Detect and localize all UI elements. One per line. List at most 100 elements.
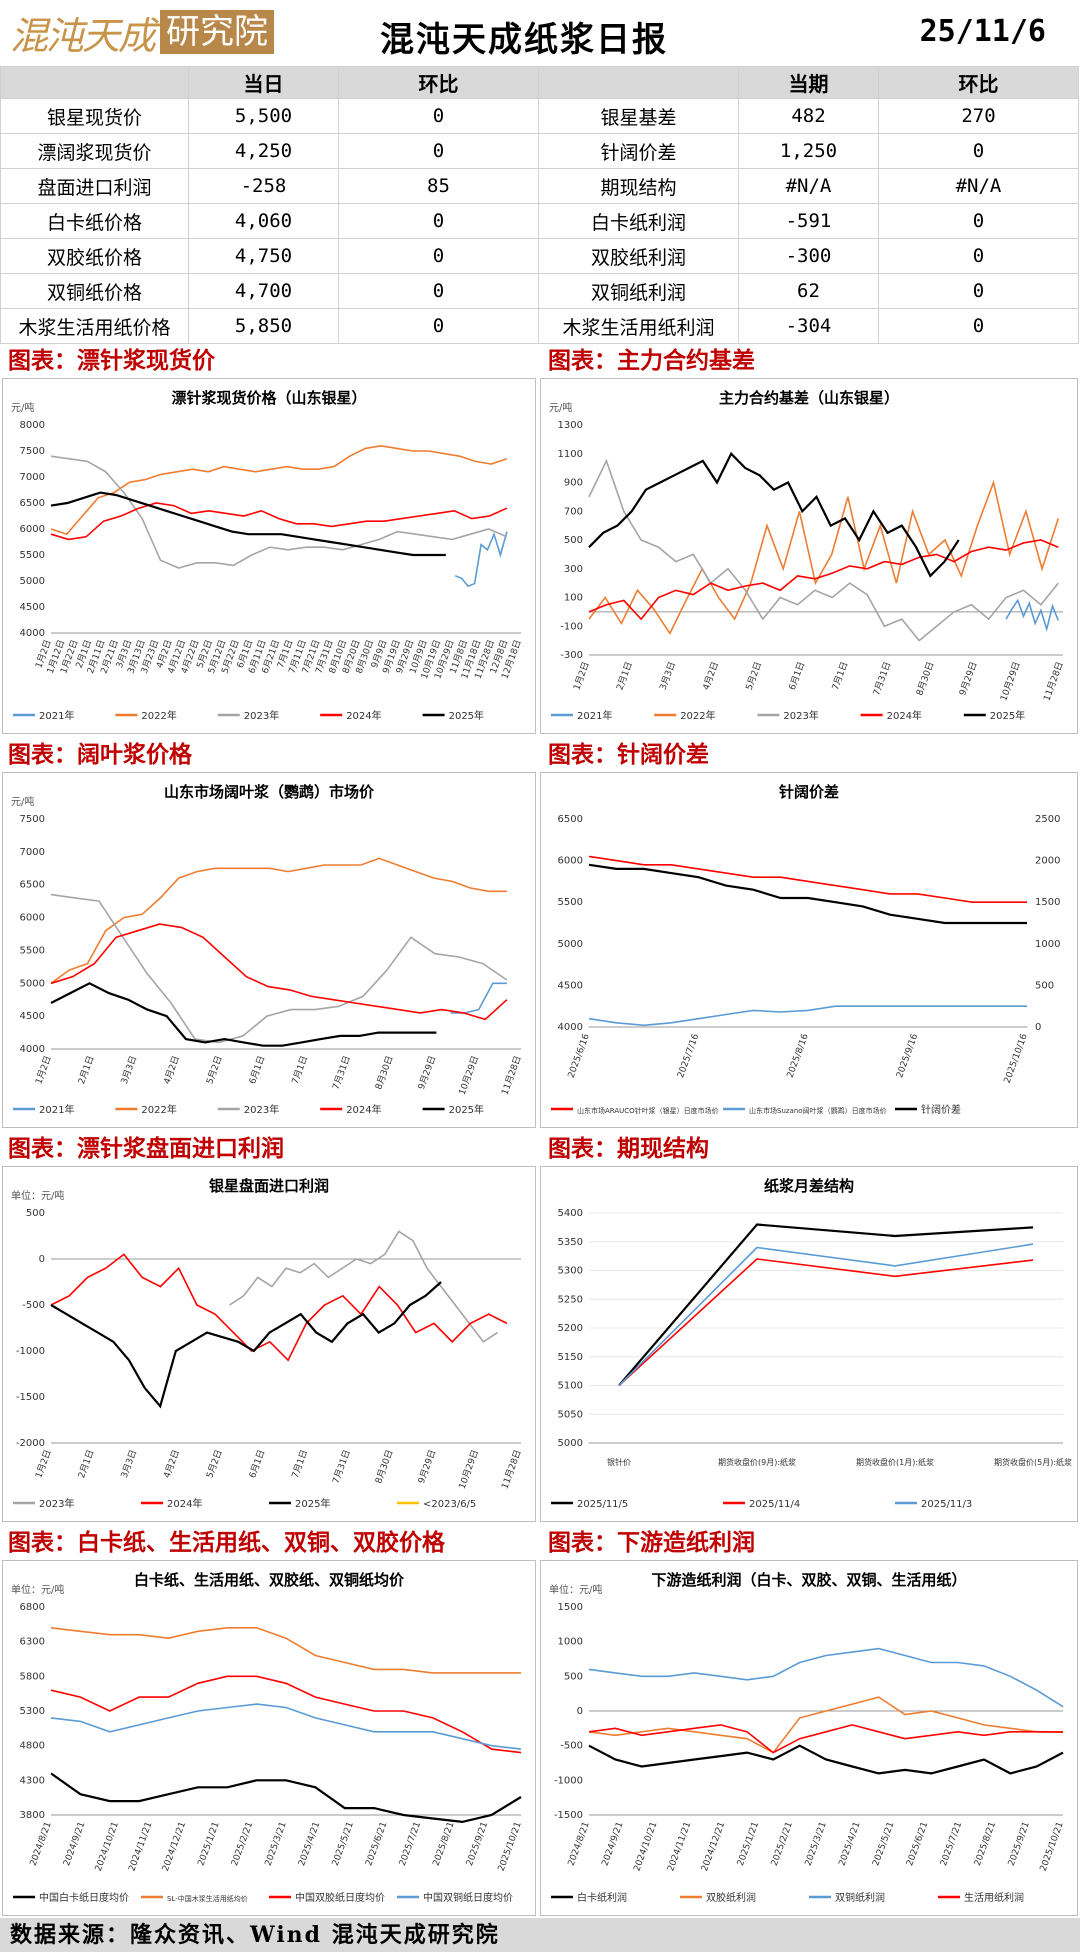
- x-tick-label: 5月2日: [204, 1448, 224, 1479]
- metric-label: 盘面进口利润: [0, 168, 189, 204]
- x-tick-label: 2025/3/21: [804, 1821, 829, 1868]
- section-title-spread: 图表：针阔价差: [548, 741, 709, 768]
- metric-value: #N/A: [878, 168, 1079, 204]
- chart-svg: 针阔价差 4000 4500 5000 5500 6000 6500 0 500 1000 1500…: [551, 783, 1060, 1116]
- y-tick-label: 900: [564, 478, 583, 489]
- chart-needle-spot-price: 漂针浆现货价格（山东银星） 元/吨 4000 4500 5000 5500 6000 6500…: [2, 378, 536, 734]
- metric-value: 0: [878, 133, 1079, 169]
- series-line: [454, 531, 508, 588]
- series-line: [50, 1772, 522, 1824]
- report-date: 25/11/6: [919, 14, 1046, 49]
- y2-tick-label: 2500: [1035, 814, 1060, 825]
- x-tick-label: 6月1日: [247, 1448, 267, 1479]
- chart-unit-label: 单位：元/吨: [11, 1583, 64, 1596]
- y-tick-label: -500: [560, 1741, 583, 1752]
- x-tick-label: 2024/9/21: [600, 1821, 625, 1868]
- legend-label: 针阔价差: [921, 1103, 961, 1116]
- y-tick-label: 4500: [558, 980, 583, 991]
- metric-value: 0: [338, 203, 539, 239]
- series-line: [50, 893, 508, 1044]
- series-line: [50, 1281, 442, 1409]
- table-header-cell: 当日: [188, 66, 339, 99]
- metric-value: 0: [338, 98, 539, 134]
- metric-value: -258: [188, 168, 339, 204]
- chart-unit-label: 单位：元/吨: [11, 1189, 64, 1202]
- y-tick-label: 5100: [558, 1381, 583, 1392]
- y-tick-label: -100: [560, 621, 583, 632]
- x-tick-label: 2024/8/21: [567, 1821, 592, 1868]
- x-tick-label: 2025/8/16: [786, 1032, 811, 1079]
- x-tick-label: 3月3日: [119, 1448, 139, 1479]
- x-tick-label: 2025/2/21: [230, 1821, 255, 1868]
- y-tick-label: 0: [39, 1254, 45, 1265]
- y-tick-label: 4000: [558, 1022, 583, 1033]
- chart-unit-label: 元/吨: [549, 401, 572, 414]
- y-tick-label: 5000: [20, 576, 45, 587]
- x-tick-label: 2025/9/21: [1007, 1821, 1032, 1868]
- legend-label: 2021年: [39, 1103, 74, 1116]
- metric-label: 双胶纸价格: [0, 238, 189, 274]
- table-header-cell: 环比: [878, 66, 1079, 99]
- y2-tick-label: 1500: [1035, 897, 1060, 908]
- x-tick-label: 2025/8/21: [973, 1821, 998, 1868]
- legend-label: 2023年: [39, 1497, 74, 1510]
- x-tick-label: 2025/7/21: [398, 1821, 423, 1868]
- x-category-label: 期货收盘价(5月):纸浆: [994, 1457, 1072, 1467]
- series-line: [588, 479, 1060, 636]
- x-tick-label: 2025/9/16: [895, 1032, 920, 1079]
- series-line: [588, 451, 960, 578]
- chart-unit-label: 元/吨: [11, 401, 34, 414]
- legend-label: 生活用纸利润: [964, 1891, 1024, 1904]
- legend-label: 中国白卡纸日度均价: [39, 1891, 129, 1904]
- table-row: 白卡纸价格 4,060 0 白卡纸利润 -591 0: [0, 203, 1079, 239]
- legend-label: 2025年: [295, 1497, 330, 1510]
- section-title-paper-profit: 图表：下游造纸利润: [548, 1529, 755, 1556]
- table-row: 盘面进口利润 -258 85 期现结构 #N/A #N/A: [0, 168, 1079, 204]
- metric-value: 0: [878, 238, 1079, 274]
- y-tick-label: 4000: [20, 1044, 45, 1055]
- x-tick-label: 2025/3/21: [264, 1821, 289, 1868]
- y-tick-label: 300: [564, 564, 583, 575]
- y-tick-label: -1500: [16, 1392, 45, 1403]
- data-source-footer: 数据来源：隆众资讯、Wind 混沌天成研究院: [0, 1918, 1080, 1952]
- x-tick-label: 2月1日: [76, 1448, 96, 1479]
- x-tick-label: 2025/10/16: [1003, 1032, 1030, 1084]
- x-tick-label: 2025/5/21: [331, 1821, 356, 1868]
- table-row: 双铜纸价格 4,700 0 双铜纸利润 62 0: [0, 273, 1079, 309]
- x-category-label: 期货收盘价(9月):纸浆: [718, 1457, 796, 1467]
- x-tick-label: 2025/8/21: [431, 1821, 456, 1868]
- x-tick-label: 7月1日: [830, 660, 850, 691]
- legend-label: 双胶纸利润: [706, 1891, 756, 1904]
- table-row: 木浆生活用纸价格 5,850 0 木浆生活用纸利润 -304 0: [0, 308, 1079, 344]
- chart-term-structure: 纸浆月差结构 5000 5050 5100 5150 5200 5250 5300 5350 54…: [540, 1166, 1078, 1522]
- y-tick-label: 1100: [558, 449, 583, 460]
- x-tick-label: 9月29日: [957, 660, 979, 697]
- series-line: [588, 539, 1059, 621]
- series-line: [50, 1675, 522, 1754]
- x-tick-label: 2025/6/21: [905, 1821, 930, 1868]
- x-tick-label: 1月2日: [571, 660, 591, 691]
- table-header-cell: [538, 66, 739, 99]
- y-tick-label: 4000: [20, 628, 45, 639]
- y-tick-label: -300: [560, 650, 583, 661]
- legend-label: 2021年: [39, 709, 74, 722]
- x-tick-label: 2025/4/21: [297, 1821, 322, 1868]
- x-tick-label: 10月29日: [457, 1448, 481, 1490]
- x-tick-label: 2024/11/21: [666, 1821, 693, 1873]
- metric-label: 漂阔浆现货价: [0, 133, 189, 169]
- y-tick-label: 5800: [20, 1671, 45, 1682]
- x-tick-label: 5月2日: [744, 660, 764, 691]
- y-tick-label: 5500: [20, 550, 45, 561]
- series-line: [588, 1647, 1064, 1708]
- chart-title: 纸浆月差结构: [764, 1177, 854, 1195]
- metric-label: 双胶纸利润: [538, 238, 739, 274]
- y2-tick-label: 500: [1035, 980, 1054, 991]
- x-tick-label: 2025/1/21: [736, 1821, 761, 1868]
- legend-label: 2023年: [244, 1103, 279, 1116]
- legend-label: 2023年: [244, 709, 279, 722]
- y-tick-label: 1500: [558, 1602, 583, 1613]
- series-line: [50, 444, 508, 536]
- chart-paper-profit: 下游造纸利润（白卡、双胶、双铜、生活用纸） 单位：元/吨 -1500 -1000 -50…: [540, 1560, 1078, 1916]
- y-tick-label: 5500: [20, 945, 45, 956]
